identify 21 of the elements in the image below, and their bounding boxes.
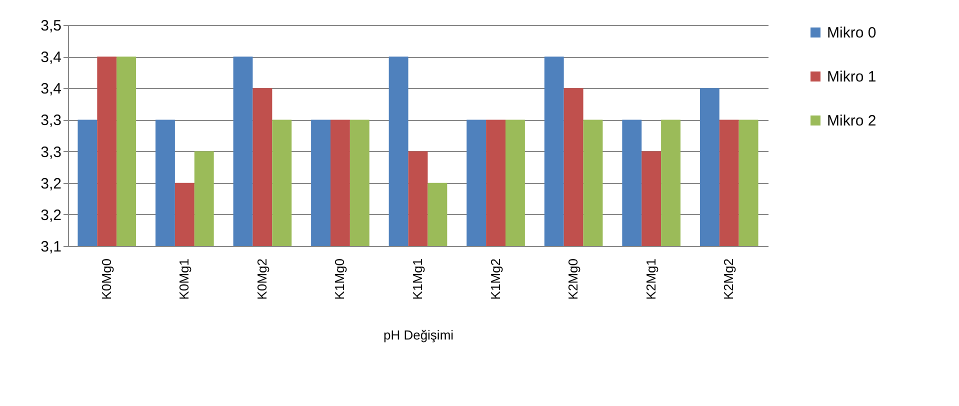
y-tick-label: 3,1 (40, 238, 62, 256)
x-tick-label: K0Mg1 (176, 258, 192, 300)
x-tick-label: K2Mg2 (721, 258, 736, 300)
y-tick-label: 3,3 (40, 144, 62, 161)
y-tick-label: 3,4 (40, 49, 62, 66)
x-tick-label: K0Mg2 (254, 258, 270, 300)
x-tick-label: K2Mg0 (566, 258, 581, 300)
legend-label: Mikro 1 (827, 68, 876, 86)
x-tick-label: K2Mg1 (643, 258, 658, 300)
x-tick-label: K1Mg1 (410, 258, 425, 300)
y-tick-label: 3,5 (40, 18, 62, 34)
x-tick-label: K1Mg2 (488, 258, 503, 300)
legend-label: Mikro 2 (827, 112, 876, 130)
y-tick-label: 3,2 (40, 175, 62, 192)
x-axis-title: pH Değişimi (383, 328, 454, 343)
x-tick-label: K0Mg0 (98, 258, 114, 300)
y-tick-label: 3,2 (40, 206, 62, 224)
y-tick-label: 3,3 (40, 112, 62, 130)
x-tick-label: K1Mg0 (332, 258, 348, 300)
y-tick-label: 3,4 (40, 80, 62, 98)
legend-label: Mikro 0 (827, 24, 876, 42)
